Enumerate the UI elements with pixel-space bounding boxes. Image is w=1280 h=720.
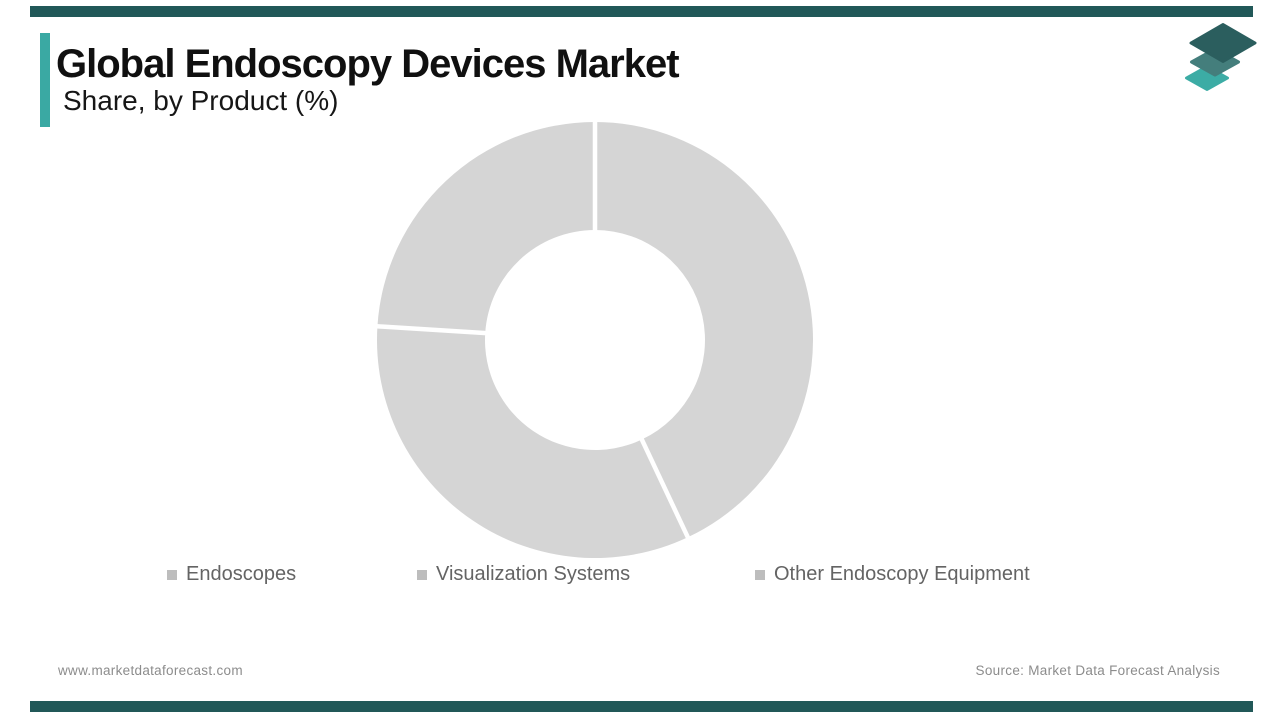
top-accent-bar [30,6,1253,17]
market-data-forecast-logo-icon [1185,23,1257,91]
bottom-accent-bar [30,701,1253,712]
legend-item-visualization-systems: Visualization Systems [417,563,630,586]
segment-separator [637,434,692,541]
legend-marker-icon [755,569,765,580]
legend-label: Endoscopes [186,563,297,585]
footer-source: Source: Market Data Forecast Analysis [975,663,1220,678]
donut-segment-endoscopes [595,122,813,538]
legend-label: Visualization Systems [436,563,631,585]
footer-website: www.marketdataforecast.com [58,663,243,678]
segment-separator [377,324,491,336]
donut-segment-visualization-systems [377,326,688,558]
donut-chart [377,122,813,558]
legend-item-endoscopes: Endoscopes [167,563,296,586]
chart-legend: Endoscopes Visualization Systems Other E… [0,563,1280,591]
legend-marker-icon [417,569,427,580]
logo-layer-top [1189,23,1257,63]
title-accent-bar [40,33,50,127]
donut-segment-other-endoscopy-equipment [377,122,595,334]
page-subtitle: Share, by Product (%) [63,85,339,116]
page-title: Global Endoscopy Devices Market [56,42,680,86]
legend-marker-icon [167,569,177,580]
legend-label: Other Endoscopy Equipment [774,563,1030,585]
legend-item-other-endoscopy-equipment: Other Endoscopy Equipment [755,563,1030,586]
